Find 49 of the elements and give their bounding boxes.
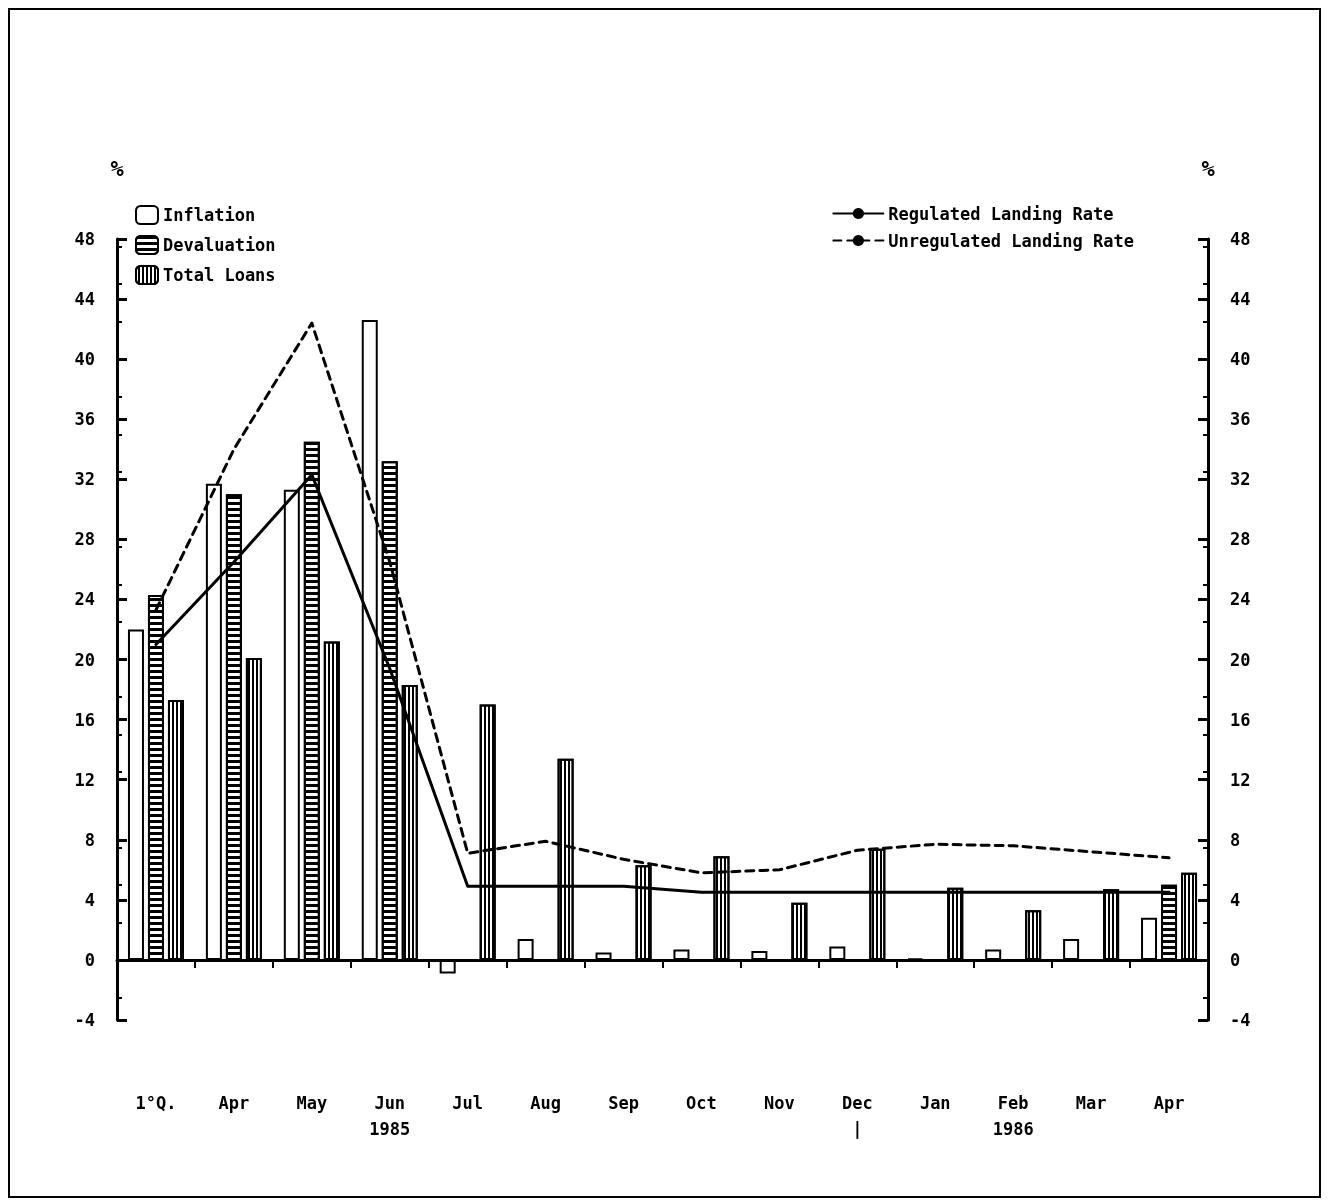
y-tick-label: 24 xyxy=(74,589,95,610)
y-tick-label: 0 xyxy=(84,949,95,970)
x-tick-label: Feb 1986 xyxy=(992,1093,1034,1139)
y2-tick-label: 36 xyxy=(1230,409,1251,430)
y-tick-label: 20 xyxy=(74,649,95,670)
y2-tick-label: 8 xyxy=(1230,829,1241,850)
y2-tick-label: 12 xyxy=(1230,769,1251,790)
x-tick-label: Apr xyxy=(1153,1093,1185,1113)
y-tick-label: 4 xyxy=(84,889,95,910)
y-tick-label: 48 xyxy=(74,229,95,249)
x-tick-label: Jul xyxy=(452,1093,484,1113)
x-tick-label: Dec | xyxy=(841,1093,873,1139)
y-tick-label: 28 xyxy=(74,529,95,550)
y2-tick-label: 28 xyxy=(1230,529,1251,550)
x-tick-label: Mar xyxy=(1075,1093,1107,1113)
y2-tick-label: 0 xyxy=(1230,949,1241,970)
y-tick-label: 16 xyxy=(74,709,95,730)
y-tick-label: 8 xyxy=(84,829,95,850)
y-tick-label: 40 xyxy=(74,349,95,370)
x-tick-label: Apr xyxy=(218,1093,250,1113)
x-tick-label: Jan xyxy=(919,1093,951,1113)
y2-tick-label: 4 xyxy=(1230,889,1241,910)
y-tick-label: -4 xyxy=(74,1010,95,1030)
y-tick-label: 36 xyxy=(74,409,95,430)
y2-tick-label: 48 xyxy=(1230,229,1251,249)
y2-tick-label: 40 xyxy=(1230,349,1251,370)
y2-tick-label: 32 xyxy=(1230,469,1251,490)
legend-label: Regulated Landing Rate xyxy=(888,203,1114,224)
x-tick-label: 1°Q. xyxy=(135,1093,177,1113)
legend-label: Total Loans xyxy=(163,265,276,285)
x-tick-label: Oct xyxy=(686,1093,717,1113)
x-tick-label: Jun 1985 xyxy=(369,1093,411,1139)
y2-tick-label: 44 xyxy=(1230,289,1251,310)
y-tick-label: 44 xyxy=(74,289,95,310)
y2-tick-label: 16 xyxy=(1230,709,1251,730)
legend-label: Devaluation xyxy=(163,235,276,255)
x-tick-label: Aug xyxy=(530,1093,561,1113)
y2-tick-label: 20 xyxy=(1230,649,1251,670)
legend-label: Inflation xyxy=(163,205,256,225)
y2-tick-label: 24 xyxy=(1230,589,1251,610)
y-axis-title: % xyxy=(110,155,125,181)
y2-axis-title: % xyxy=(1201,155,1216,181)
x-tick-label: Sep xyxy=(608,1093,639,1113)
y2-tick-label: -4 xyxy=(1230,1010,1251,1030)
x-tick-label: Nov xyxy=(764,1093,795,1113)
y-tick-label: 12 xyxy=(74,769,95,790)
x-tick-label: May xyxy=(296,1093,328,1113)
y-tick-label: 32 xyxy=(74,469,95,490)
legend-label: Unregulated Landing Rate xyxy=(888,230,1134,251)
